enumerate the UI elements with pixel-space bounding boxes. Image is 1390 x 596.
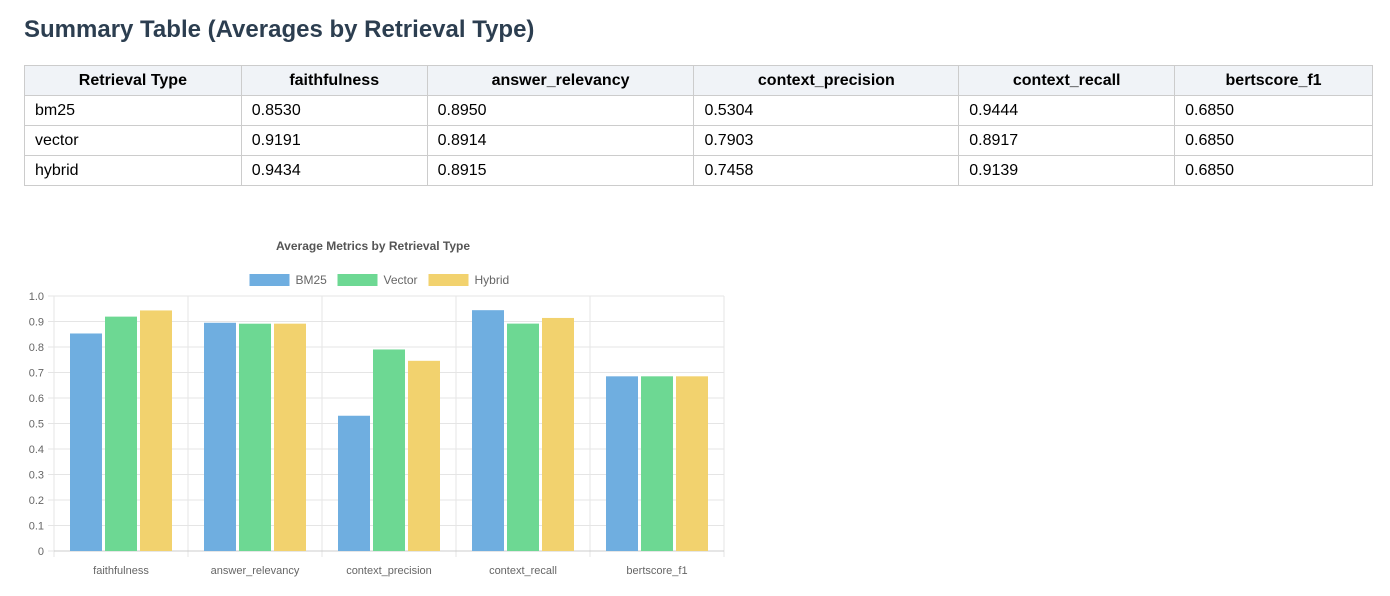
y-tick-label: 0.4 [29,444,44,456]
bar-chart: Average Metrics by Retrieval Type BM25 Ve… [29,239,725,577]
table-cell: 0.8950 [426,95,695,126]
legend-label: Hybrid [475,273,510,287]
table-cell: 0.9434 [240,155,428,186]
legend-swatch [428,274,469,286]
chart-title: Average Metrics by Retrieval Type [276,239,470,253]
y-tick-label: 0.9 [29,317,44,329]
table-cell: 0.9139 [958,155,1176,186]
y-axis: 0 0.1 0.2 0.3 0.4 0.5 0.6 0.7 0.8 0.9 1.0 [29,291,44,558]
column-header: context_recall [958,65,1176,96]
bar-hybrid-context_precision [408,360,440,551]
table-cell: 0.7458 [693,155,960,186]
page-title: Summary Table (Averages by Retrieval Typ… [24,16,535,43]
table-cell: 0.9191 [240,125,428,156]
table-cell: hybrid [24,155,242,186]
table-cell: 0.6850 [1174,155,1373,186]
bar-bm25-bertscore_f1 [606,376,638,551]
y-tick-label: 0.3 [29,470,44,482]
bar-bm25-answer_relevancy [204,322,236,551]
table-row: hybrid 0.9434 0.8915 0.7458 0.9139 0.685… [24,155,1373,186]
bar-vector-context_recall [507,323,539,551]
summary-table: Retrieval Type faithfulness answer_relev… [24,65,1373,186]
chart-legend: BM25 Vector Hybrid [249,273,510,287]
x-axis: faithfulness answer_relevancy context_prec… [93,565,687,577]
legend-swatch [337,274,378,286]
y-tick-label: 1.0 [29,291,44,303]
table-cell: 0.8917 [958,125,1176,156]
table-cell: 0.8915 [426,155,695,186]
column-header: Retrieval Type [24,65,242,96]
bar-hybrid-bertscore_f1 [676,376,708,551]
y-tick-label: 0.8 [29,342,44,354]
y-tick-label: 0.6 [29,393,44,405]
x-tick-label: faithfulness [93,565,149,577]
y-tick-label: 0.7 [29,368,44,380]
y-tick-label: 0.5 [29,419,44,431]
bar-vector-bertscore_f1 [641,376,673,551]
table-cell: 0.7903 [693,125,960,156]
table-cell: 0.6850 [1174,95,1373,126]
y-tick-label: 0.1 [29,521,44,533]
column-header: bertscore_f1 [1174,65,1373,96]
legend-swatch [249,274,290,286]
column-header: context_precision [693,65,960,96]
table-row: bm25 0.8530 0.8950 0.5304 0.9444 0.6850 [24,95,1373,126]
bar-bm25-faithfulness [70,333,102,551]
x-tick-label: bertscore_f1 [626,565,687,577]
legend-label: Vector [384,273,418,287]
column-header: faithfulness [240,65,428,96]
x-tick-label: context_recall [489,565,557,577]
chart-bars [70,310,708,551]
column-header: answer_relevancy [426,65,695,96]
table-cell: 0.9444 [958,95,1176,126]
table-header-row: Retrieval Type faithfulness answer_relev… [24,65,1373,96]
table-cell: 0.5304 [693,95,960,126]
table-cell: 0.6850 [1174,125,1373,156]
bar-vector-answer_relevancy [239,323,271,551]
bar-vector-faithfulness [105,316,137,551]
legend-label: BM25 [296,273,328,287]
x-tick-label: context_precision [346,565,432,577]
table-row: vector 0.9191 0.8914 0.7903 0.8917 0.685… [24,125,1373,156]
bar-hybrid-answer_relevancy [274,323,306,551]
bar-bm25-context_recall [472,310,504,551]
table-cell: 0.8530 [240,95,428,126]
bar-hybrid-context_recall [542,317,574,551]
table-cell: bm25 [24,95,242,126]
x-tick-label: answer_relevancy [211,565,300,577]
bar-hybrid-faithfulness [140,310,172,551]
table-cell: vector [24,125,242,156]
bar-vector-context_precision [373,349,405,551]
y-tick-label: 0.2 [29,495,44,507]
table-cell: 0.8914 [426,125,695,156]
bar-bm25-context_precision [338,415,370,551]
y-tick-label: 0 [38,546,44,558]
